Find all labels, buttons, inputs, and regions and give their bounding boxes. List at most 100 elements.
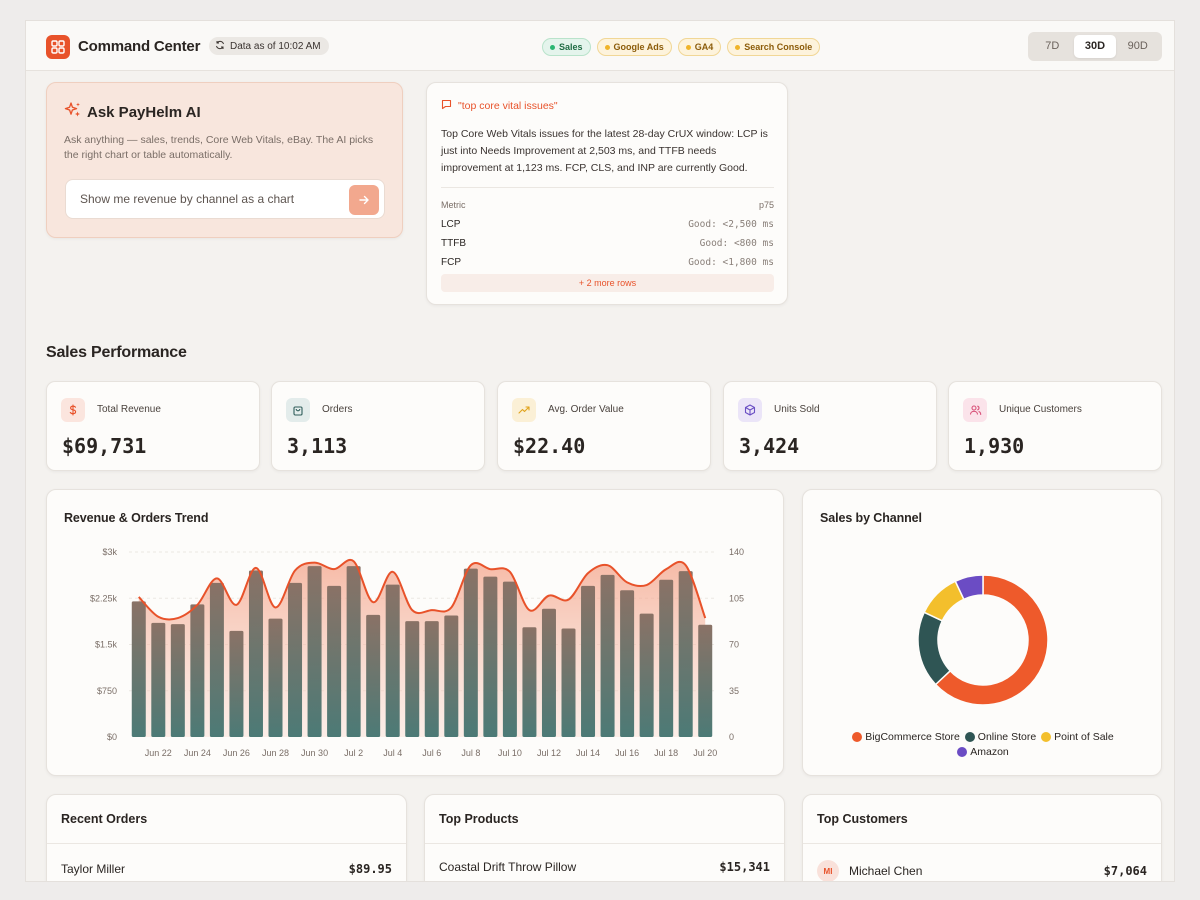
x-axis-tick: Jul 10 — [498, 748, 522, 758]
ai-title: Ask PayHelm AI — [87, 104, 201, 121]
range-option-30d[interactable]: 30D — [1073, 35, 1117, 58]
revenue-bar — [600, 574, 615, 737]
chat-bubble-icon — [441, 99, 452, 113]
legend-item[interactable]: Point of Sale — [1041, 731, 1114, 743]
list-item[interactable]: Taylor Miller $89.95 — [61, 862, 392, 876]
orders-line — [138, 559, 707, 621]
trending-up-icon — [512, 398, 536, 422]
table-row: LCP Good: <2,500 ms — [441, 219, 774, 230]
source-badge-google-ads[interactable]: Google Ads — [596, 38, 672, 56]
metric-name: FCP — [441, 257, 461, 268]
x-axis-tick: Jun 26 — [223, 748, 250, 758]
source-badge-ga4[interactable]: GA4 — [677, 38, 722, 56]
donut-slice[interactable] — [917, 611, 952, 686]
shopping-bag-icon — [286, 398, 310, 422]
x-axis-tick: Jul 16 — [615, 748, 639, 758]
x-axis-tick: Jul 4 — [383, 748, 402, 758]
legend-item[interactable]: Online Store — [964, 731, 1037, 743]
status-dot-icon — [604, 44, 610, 50]
card-title: Top Products — [439, 812, 519, 826]
answer-text: Top Core Web Vitals issues for the lates… — [441, 128, 768, 174]
metric-value: Good: <800 ms — [699, 238, 774, 249]
kpi-avg-order-value: Avg. Order Value $22.40 — [497, 381, 711, 471]
revenue-bar — [248, 570, 263, 737]
revenue-bar — [131, 601, 146, 737]
ai-query-input[interactable]: Show me revenue by channel as a chart — [65, 179, 385, 219]
y-axis-tick-right: 70 — [729, 640, 739, 650]
sparkle-icon — [64, 101, 82, 124]
donut-slice[interactable] — [954, 574, 984, 601]
revenue-bar — [405, 621, 420, 737]
data-freshness-badge[interactable]: Data as of 10:02 AM — [209, 37, 329, 55]
recent-orders-card: Recent Orders Taylor Miller $89.95 — [46, 794, 407, 881]
revenue-bar — [288, 582, 303, 737]
legend-swatch — [1041, 732, 1052, 742]
send-button[interactable] — [349, 185, 379, 215]
kpi-value: 1,930 — [964, 434, 1025, 458]
source-badge-sales[interactable]: Sales — [542, 38, 591, 56]
answer-query: "top core vital issues" — [441, 99, 558, 113]
status-dot-icon — [685, 44, 691, 50]
x-axis-tick: Jul 20 — [693, 748, 717, 758]
kpi-label: Unique Customers — [999, 404, 1082, 415]
metric-name: TTFB — [441, 238, 466, 249]
ai-description: Ask anything — sales, trends, Core Web V… — [64, 134, 374, 161]
y-axis-tick-left: $2.25k — [90, 593, 118, 603]
kpi-value: 3,113 — [287, 434, 348, 458]
revenue-bar — [229, 630, 244, 737]
revenue-bar — [698, 624, 713, 737]
y-axis-tick-right: 140 — [729, 547, 744, 557]
legend-label: Online Store — [977, 731, 1037, 743]
kpi-value: $22.40 — [513, 434, 586, 458]
kpi-total-revenue: Total Revenue $69,731 — [46, 381, 260, 471]
x-axis-tick: Jun 28 — [262, 748, 289, 758]
ai-answer-card: "top core vital issues" Top Core Web Vit… — [426, 82, 788, 305]
range-option-7d[interactable]: 7D — [1045, 40, 1060, 52]
revenue-bar — [151, 622, 166, 737]
more-rows-button[interactable]: + 2 more rows — [441, 274, 774, 292]
table-row: FCP Good: <1,800 ms — [441, 257, 774, 268]
revenue-bar — [522, 627, 537, 737]
legend-swatch — [957, 747, 968, 757]
revenue-bar — [678, 571, 693, 737]
x-axis-tick: Jun 22 — [145, 748, 172, 758]
legend-item[interactable]: Amazon — [957, 746, 1009, 758]
col-metric: Metric — [441, 200, 466, 210]
kpi-label: Units Sold — [774, 404, 820, 415]
source-label: Search Console — [744, 42, 813, 52]
list-item[interactable]: Coastal Drift Throw Pillow $15,341 — [439, 860, 770, 874]
x-axis-tick: Jul 6 — [422, 748, 441, 758]
chart-title: Sales by Channel — [820, 511, 922, 525]
revenue-bar — [190, 604, 205, 737]
divider — [425, 843, 784, 844]
ai-query-text[interactable]: Show me revenue by channel as a chart — [80, 192, 295, 206]
list-item[interactable]: MI Michael Chen $7,064 — [817, 860, 1147, 881]
legend-swatch — [852, 732, 863, 742]
legend-item[interactable]: BigCommerce Store — [852, 731, 960, 743]
card-title: Top Customers — [817, 812, 908, 826]
refresh-icon — [215, 40, 225, 53]
channel-chart-card: Sales by Channel BigCommerce Store Online… — [802, 489, 1162, 776]
kpi-orders: Orders 3,113 — [271, 381, 485, 471]
card-title: Recent Orders — [61, 812, 148, 826]
source-badge-search-console[interactable]: Search Console — [727, 38, 821, 56]
chart-title: Revenue & Orders Trend — [64, 511, 209, 525]
metric-value: Good: <2,500 ms — [688, 219, 774, 230]
channel-donut-chart — [917, 574, 1049, 706]
app-window: Command Center Data as of 10:02 AM Sales… — [25, 20, 1175, 882]
grid-logo-icon[interactable] — [46, 35, 70, 59]
range-option-90d[interactable]: 90D — [1127, 40, 1148, 52]
customer-spend: $7,064 — [1103, 864, 1147, 878]
kpi-label: Orders — [322, 404, 353, 415]
status-dot-icon — [735, 44, 741, 50]
revenue-bar — [483, 576, 498, 737]
table-row: TTFB Good: <800 ms — [441, 238, 774, 249]
donut-slice[interactable] — [934, 574, 1049, 706]
revenue-bar — [268, 618, 283, 737]
trend-chart: $0 0 $750 35 $1.5k 70 $2.25k 105 $3k 140 Jun 22 Jun… — [90, 547, 744, 758]
revenue-bar — [209, 582, 224, 737]
data-freshness-label: Data as of 10:02 AM — [230, 40, 321, 52]
data-sources: Sales Google Ads GA4 Search Console — [542, 38, 821, 56]
legend-label: Amazon — [970, 746, 1009, 758]
divider — [47, 843, 406, 844]
